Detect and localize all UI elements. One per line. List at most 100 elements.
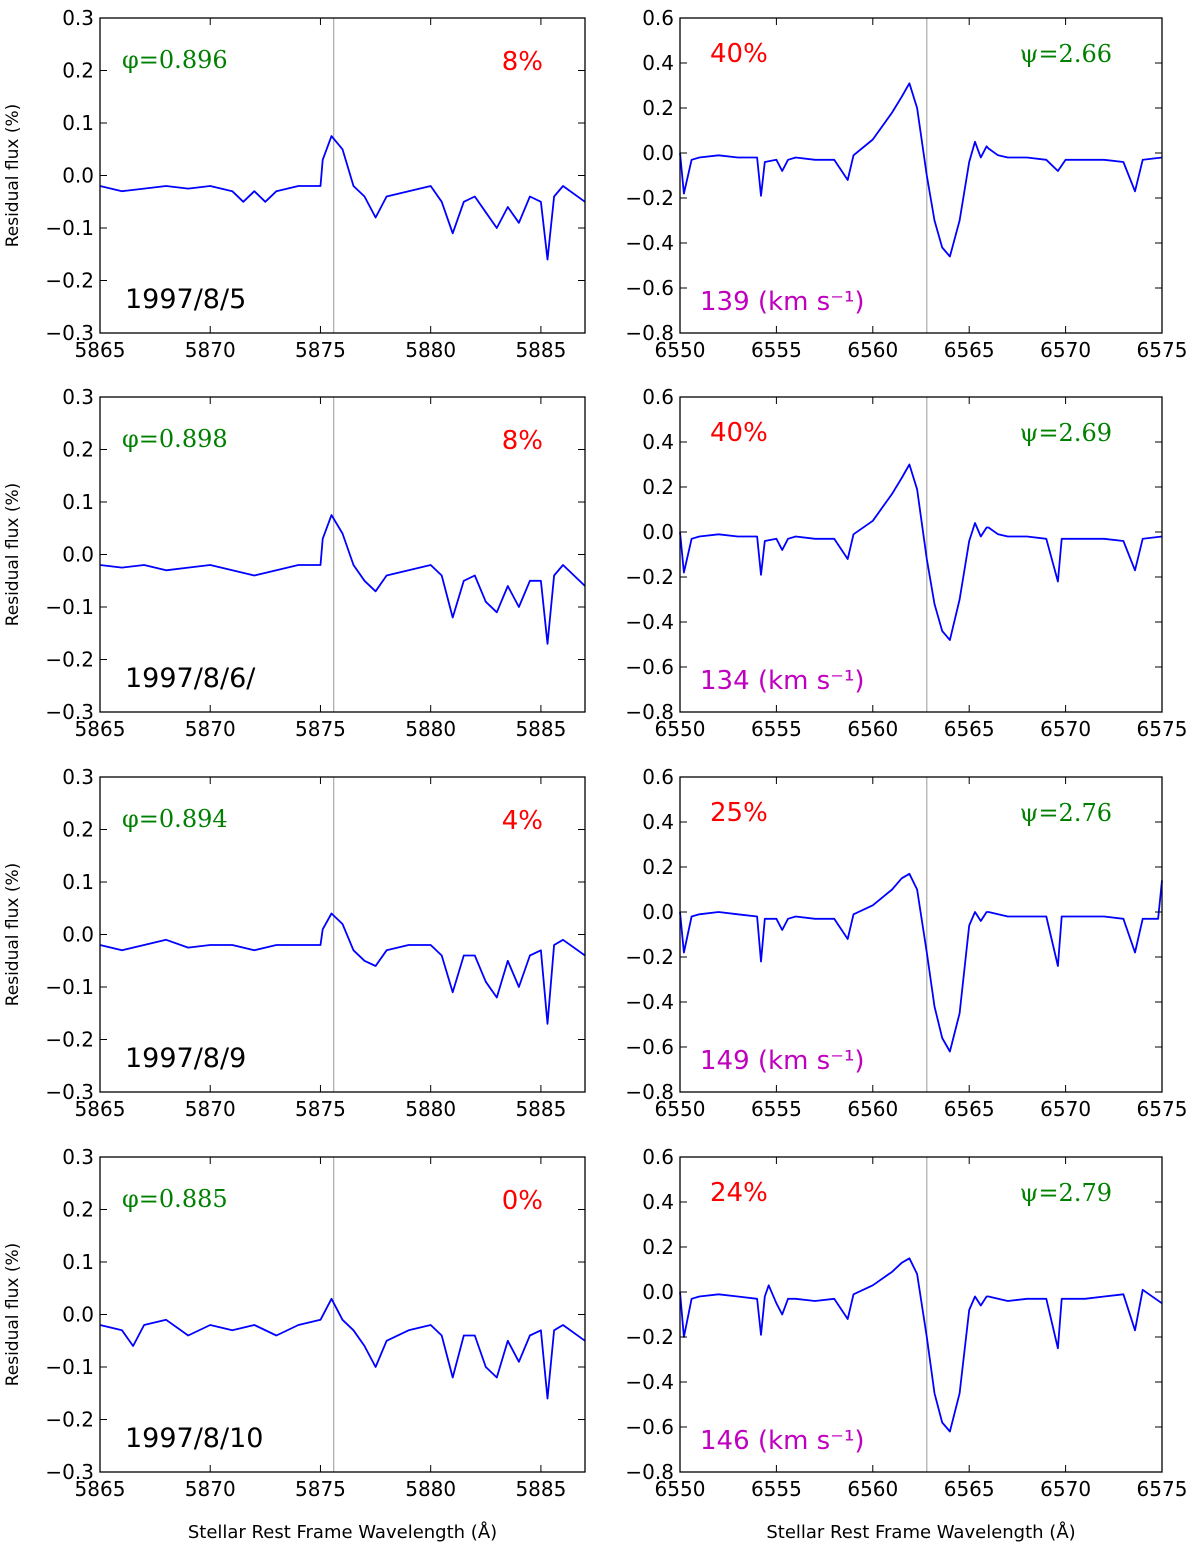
panel-3-hei: 5865 5870 5875 5880 5885 0.3 0.2 0.1 0.0 −0.1 −0.2…: [3, 765, 586, 1121]
y-tick-label: 0.2: [62, 818, 94, 842]
x-axis-label: Stellar Rest Frame Wavelength (Å): [766, 1521, 1075, 1543]
date-annotation: 1997/8/6/: [125, 663, 256, 694]
x-tick-label: 6560: [847, 338, 898, 362]
y-tick-label: 0.4: [642, 51, 674, 75]
spectrum-line: [679, 872, 1163, 1053]
y-tick-label: 0.1: [62, 1250, 94, 1274]
y-tick-label: −0.1: [45, 1355, 94, 1379]
x-axis-label: Stellar Rest Frame Wavelength (Å): [188, 1521, 497, 1543]
x-tick-label: 6560: [847, 1097, 898, 1121]
date-annotation: 1997/8/9: [125, 1043, 246, 1074]
y-tick-label: 0.0: [62, 923, 94, 947]
y-tick-label: 0.3: [62, 765, 94, 789]
y-tick-label: 0.1: [62, 870, 94, 894]
panel-1-halpha: 6550 6555 6560 6565 6570 6575 0.6 0.4 0.2 0.0 −0.2…: [625, 6, 1187, 362]
y-tick-label: −0.8: [625, 700, 674, 724]
x-tick-label: 6555: [751, 1477, 802, 1501]
percent-annotation: 40%: [710, 39, 768, 69]
y-axis-label: Residual flux (%): [3, 104, 23, 248]
x-tick-label: 5870: [185, 1097, 236, 1121]
y-tick-label: 0.1: [62, 111, 94, 135]
y-tick-label: −0.8: [625, 1460, 674, 1484]
x-tick-label: 6555: [751, 717, 802, 741]
y-tick-label: 0.2: [642, 855, 674, 879]
x-tick-label: 6555: [751, 1097, 802, 1121]
x-tick-label: 5885: [515, 1097, 566, 1121]
x-tick-label: 6575: [1137, 338, 1188, 362]
spectrum-line: [99, 1297, 586, 1400]
x-tick-label: 6575: [1137, 1097, 1188, 1121]
velocity-annotation: 149 (km s⁻¹): [700, 1046, 865, 1076]
x-tick-label: 5875: [295, 1097, 346, 1121]
y-tick-label: 0.4: [642, 430, 674, 454]
y-axis-label: Residual flux (%): [3, 1243, 23, 1387]
y-tick-label: 0.0: [642, 141, 674, 165]
y-tick-label: 0.1: [62, 490, 94, 514]
x-tick-label: 6565: [944, 338, 995, 362]
x-tick-label: 6550: [655, 1477, 706, 1501]
x-tick-label: 6570: [1040, 338, 1091, 362]
x-tick-label: 6575: [1137, 1477, 1188, 1501]
x-tick-label: 5865: [75, 338, 126, 362]
phase-annotation: ψ=2.66: [1020, 40, 1112, 68]
phase-annotation: φ=0.894: [122, 805, 228, 833]
y-tick-label: 0.6: [642, 1145, 674, 1169]
y-tick-label: −0.2: [45, 269, 94, 293]
plot-frame: [679, 17, 1163, 334]
y-tick-label: 0.0: [62, 1303, 94, 1327]
y-tick-label: −0.4: [625, 1370, 674, 1394]
date-annotation: 1997/8/5: [125, 284, 246, 315]
spectrum-line: [679, 82, 1163, 258]
x-tick-label: 6560: [847, 717, 898, 741]
y-tick-label: −0.3: [45, 1080, 94, 1104]
y-tick-label: −0.2: [45, 1408, 94, 1432]
y-tick-label: 0.2: [62, 1198, 94, 1222]
velocity-annotation: 139 (km s⁻¹): [700, 287, 865, 317]
percent-annotation: 4%: [502, 806, 543, 836]
x-tick-label: 5880: [405, 1097, 456, 1121]
y-tick-label: −0.4: [625, 610, 674, 634]
x-tick-label: 5875: [295, 717, 346, 741]
y-tick-label: −0.6: [625, 1035, 674, 1059]
y-tick-label: 0.6: [642, 765, 674, 789]
x-tick-label: 5875: [295, 338, 346, 362]
x-tick-label: 6570: [1040, 717, 1091, 741]
x-tick-label: 6550: [655, 1097, 706, 1121]
phase-annotation: ψ=2.79: [1020, 1179, 1112, 1207]
x-tick-label: 5870: [185, 717, 236, 741]
percent-annotation: 40%: [710, 418, 768, 448]
y-tick-label: −0.1: [45, 975, 94, 999]
y-tick-label: −0.6: [625, 655, 674, 679]
x-tick-label: 5885: [515, 1477, 566, 1501]
y-axis-label: Residual flux (%): [3, 863, 23, 1007]
y-tick-label: 0.6: [642, 385, 674, 409]
plot-frame: [679, 776, 1163, 1093]
plot-frame: [679, 396, 1163, 713]
y-tick-label: −0.2: [625, 1325, 674, 1349]
percent-annotation: 24%: [710, 1178, 768, 1208]
x-tick-label: 6570: [1040, 1097, 1091, 1121]
spectrum-line: [99, 912, 586, 1025]
y-tick-label: −0.3: [45, 1460, 94, 1484]
x-tick-label: 6565: [944, 1477, 995, 1501]
x-tick-label: 6550: [655, 717, 706, 741]
x-tick-label: 5865: [75, 1097, 126, 1121]
x-tick-label: 5865: [75, 1477, 126, 1501]
x-tick-label: 5885: [515, 338, 566, 362]
x-tick-label: 6570: [1040, 1477, 1091, 1501]
x-tick-label: 5880: [405, 1477, 456, 1501]
x-tick-label: 5885: [515, 717, 566, 741]
y-tick-label: −0.1: [45, 595, 94, 619]
x-tick-label: 5880: [405, 717, 456, 741]
date-annotation: 1997/8/10: [125, 1423, 263, 1454]
x-tick-label: 6575: [1137, 717, 1188, 741]
y-tick-label: 0.0: [62, 543, 94, 567]
y-tick-label: −0.3: [45, 321, 94, 345]
y-axis-label: Residual flux (%): [3, 483, 23, 627]
y-tick-label: −0.8: [625, 321, 674, 345]
phase-annotation: ψ=2.76: [1020, 799, 1112, 827]
percent-annotation: 25%: [710, 798, 768, 828]
panel-3-halpha: 6550 6555 6560 6565 6570 6575 0.6 0.4 0.2 0.0 −0.2…: [625, 765, 1187, 1121]
x-tick-label: 6565: [944, 1097, 995, 1121]
y-tick-label: 0.2: [642, 1235, 674, 1259]
